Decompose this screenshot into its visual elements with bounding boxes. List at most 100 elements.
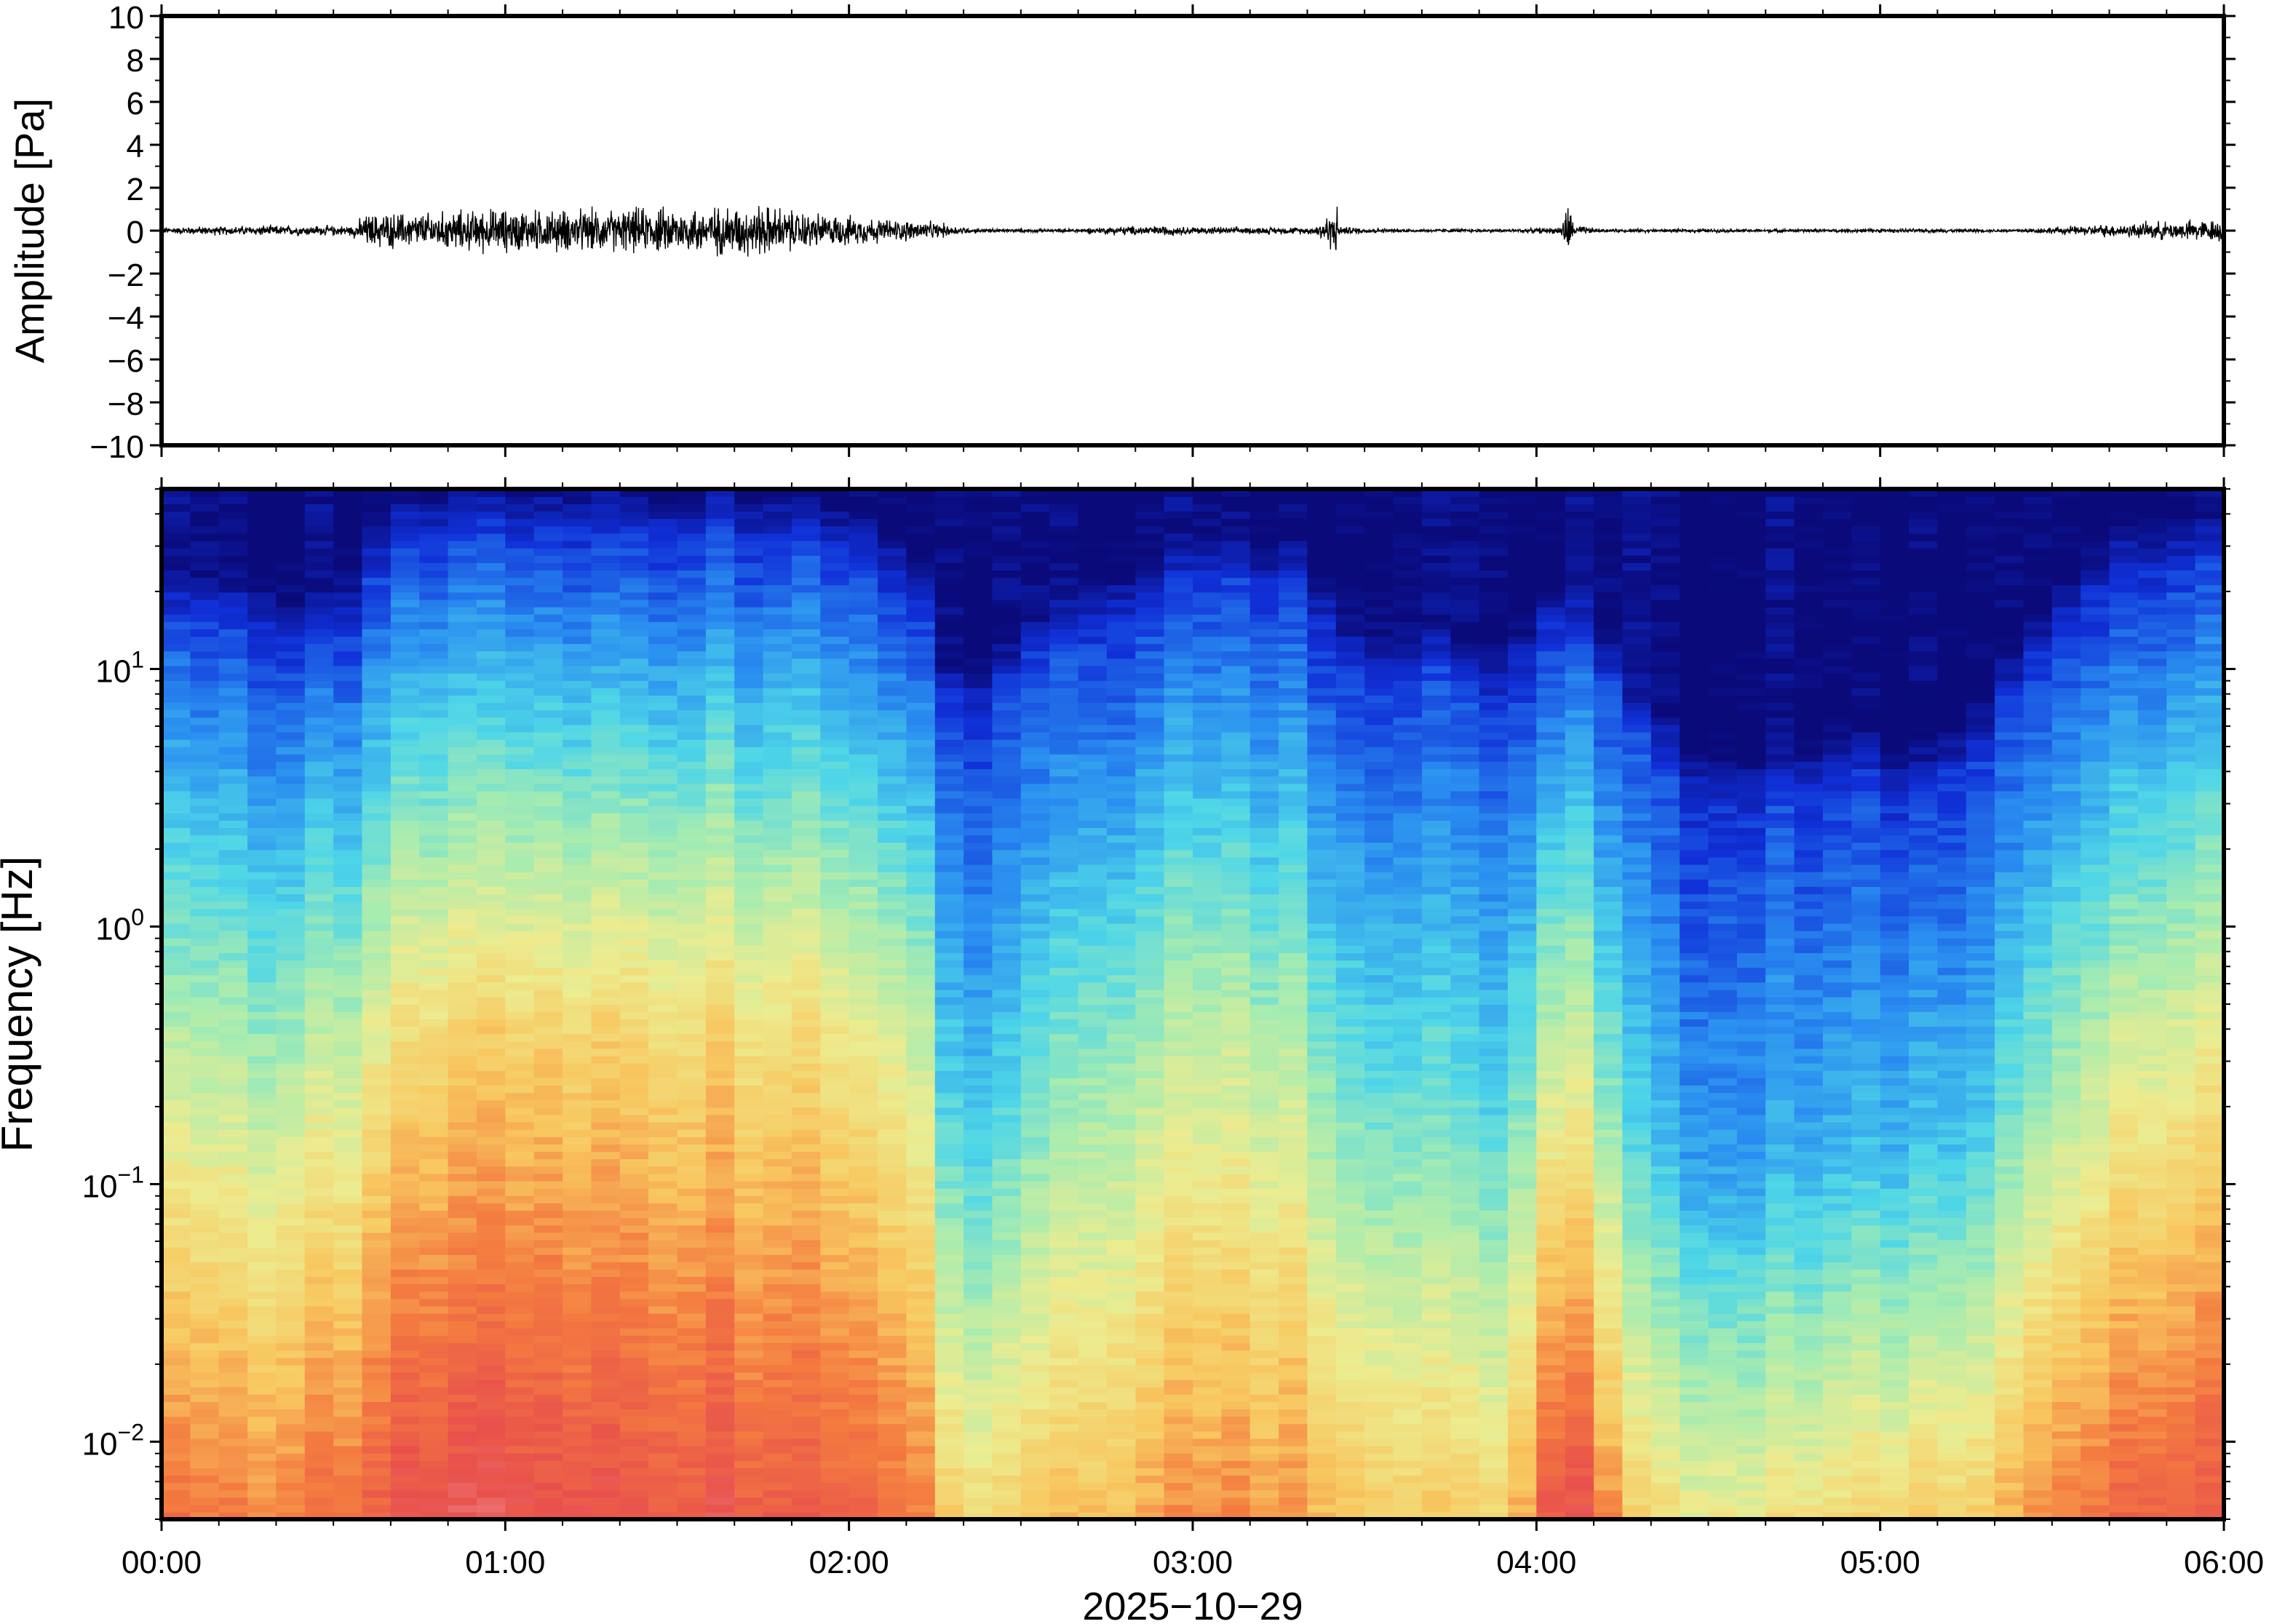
spectrogram-cell	[477, 1092, 506, 1101]
spectrogram-cell	[820, 1350, 850, 1358]
spectrogram-cell	[276, 1048, 306, 1056]
spectrogram-cell	[1135, 864, 1165, 872]
spectrogram-cell	[477, 893, 506, 902]
spectrogram-cell	[849, 1445, 878, 1454]
spectrogram-cell	[218, 1350, 248, 1358]
spectrogram-cell	[705, 1504, 736, 1513]
spectrogram-cell	[619, 1166, 649, 1174]
spectrogram-cell	[934, 1460, 964, 1468]
spectrogram-cell	[218, 1386, 248, 1395]
spectrogram-cell	[734, 584, 764, 593]
spectrogram-cell	[505, 1173, 535, 1182]
spectrogram-cell	[619, 1203, 649, 1211]
spectrogram-cell	[190, 1151, 220, 1160]
spectrogram-cell	[247, 518, 277, 527]
spectrogram-cell	[619, 511, 649, 520]
spectrogram-cell	[477, 1372, 506, 1380]
spectrogram-cell	[304, 731, 334, 740]
spectrogram-cell	[190, 1195, 220, 1203]
spectrogram-cell	[992, 739, 1022, 747]
spectrogram-cell	[218, 996, 248, 1005]
spectrogram-cell	[304, 1416, 334, 1425]
spectrogram-cell	[963, 1430, 993, 1439]
spectrogram-cell	[677, 1055, 707, 1064]
spectrogram-cell	[190, 555, 220, 563]
spectrogram-cell	[304, 1438, 334, 1446]
spectrogram-cell	[419, 606, 449, 615]
spectrogram-cell	[619, 731, 649, 740]
spectrogram-cell	[648, 1386, 678, 1395]
spectrogram-cell	[648, 1026, 678, 1035]
spectrogram-cell	[849, 584, 878, 593]
spectrogram-cell	[992, 1239, 1022, 1248]
spectrogram-cell	[1106, 1453, 1137, 1461]
spectrogram-cell	[390, 1203, 421, 1211]
spectrogram-cell	[1078, 820, 1108, 828]
spectrogram-cell	[849, 938, 878, 946]
spectrogram-cell	[906, 1099, 936, 1108]
spectrogram-cell	[563, 1225, 592, 1233]
spectrogram-cell	[820, 783, 850, 792]
spectrogram-cell	[849, 1078, 878, 1086]
spectrogram-cell	[448, 761, 477, 770]
spectrogram-cell	[677, 754, 707, 762]
spectrogram-cell	[619, 1475, 649, 1484]
spectrogram-cell	[505, 1004, 535, 1012]
spectrogram-cell	[218, 1085, 248, 1094]
spectrogram-cell	[390, 1364, 421, 1373]
spectrogram-cell	[190, 1350, 220, 1358]
spectrogram-cell	[1135, 1305, 1165, 1314]
spectrogram-cell	[1135, 813, 1165, 821]
spectrogram-cell	[304, 768, 334, 777]
spectrogram-cell	[304, 525, 334, 534]
spectrogram-cell	[1020, 1291, 1050, 1299]
spectrogram-cell	[820, 1328, 850, 1336]
spectrogram-cell	[162, 923, 191, 931]
spectrogram-cell	[1106, 1254, 1137, 1262]
spectrogram-cell	[677, 1070, 707, 1078]
spectrogram-cell	[878, 1453, 907, 1461]
spectrogram-cell	[1078, 1173, 1108, 1182]
spectrogram-cell	[1106, 1158, 1137, 1167]
spectrogram-cell	[734, 533, 764, 541]
spectrogram-cell	[362, 1276, 392, 1285]
spectrogram-cell	[276, 1137, 306, 1145]
spectrogram-cell	[763, 1137, 792, 1145]
spectrogram-cell	[934, 570, 964, 578]
spectrogram-cell	[992, 901, 1022, 909]
spectrogram-cell	[1020, 613, 1050, 622]
spectrogram-cell	[906, 592, 936, 600]
spectrogram-cell	[1106, 1445, 1137, 1454]
spectrogram-cell	[477, 1283, 506, 1292]
spectrogram-cell	[362, 1342, 392, 1351]
spectrogram-cell	[1020, 1475, 1050, 1484]
spectrogram-cell	[791, 1040, 822, 1049]
spectrogram-cell	[906, 1166, 936, 1174]
spectrogram-cell	[878, 562, 907, 570]
spectrogram-cell	[505, 864, 535, 872]
spectrogram-cell	[705, 1379, 736, 1388]
spectrogram-cell	[591, 547, 621, 556]
spectrogram-cell	[477, 849, 506, 858]
spectrogram-cell	[619, 629, 649, 637]
spectrogram-cell	[505, 1305, 535, 1314]
spectrogram-cell	[190, 739, 220, 747]
spectrogram-cell	[677, 1350, 707, 1358]
spectrogram-cell	[763, 1246, 792, 1255]
spectrogram-cell	[992, 1320, 1022, 1329]
spectrogram-cell	[763, 1291, 792, 1299]
spectrogram-cell	[1049, 747, 1079, 755]
spectrogram-cell	[333, 1137, 363, 1145]
spectrogram-cell	[878, 1040, 907, 1049]
spectrogram-cell	[591, 1328, 621, 1336]
spectrogram-cell	[648, 680, 678, 688]
spectrogram-cell	[1106, 599, 1137, 608]
spectrogram-cell	[1049, 731, 1079, 740]
spectrogram-cell	[734, 525, 764, 534]
spectrogram-cell	[533, 1114, 563, 1123]
spectrogram-cell	[849, 967, 878, 976]
spectrogram-cell	[162, 776, 191, 784]
spectrogram-cell	[705, 1262, 736, 1270]
spectrogram-cell	[763, 1305, 792, 1314]
spectrogram-cell	[648, 489, 678, 497]
